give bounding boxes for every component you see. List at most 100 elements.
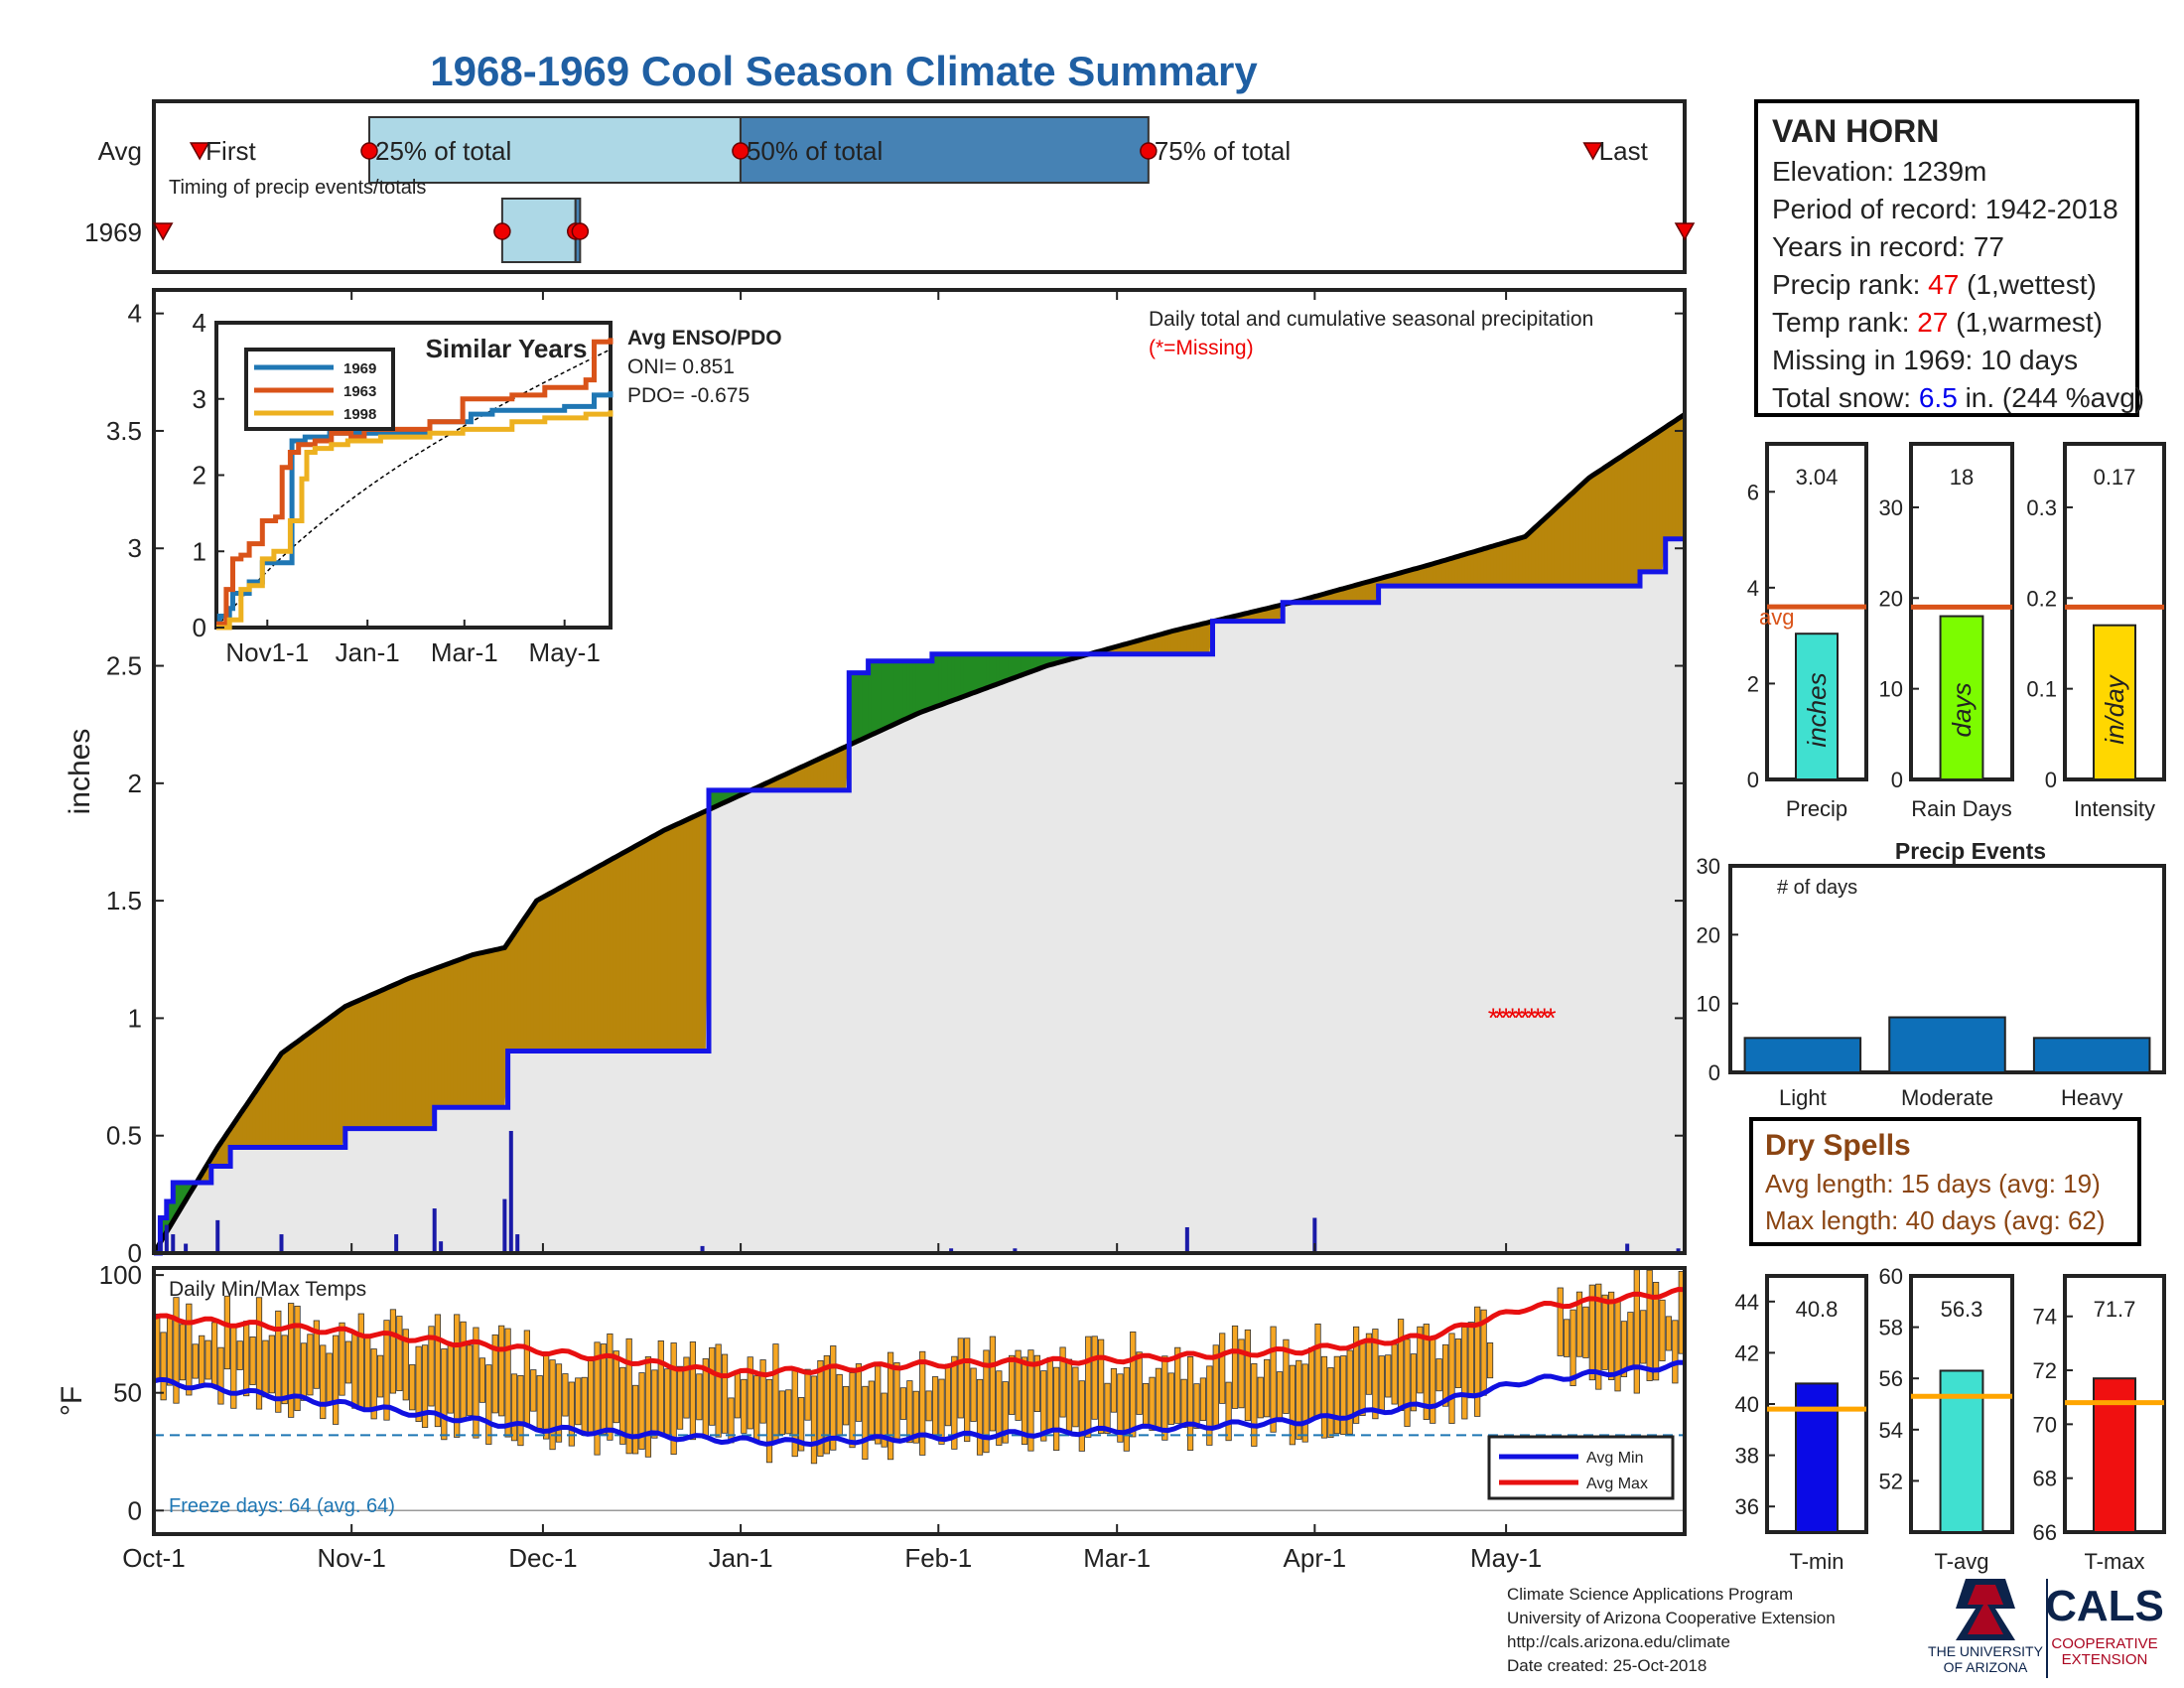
wet-strip (881, 660, 886, 731)
dry-strip (1394, 574, 1399, 587)
temp-plot-frame (152, 1266, 1687, 1536)
intensity-label: Intensity (2074, 796, 2155, 821)
dry-strip (1343, 588, 1348, 603)
temperature-chart: 0 50 100 Oct-1 Nov-1 Dec-1 Jan-1 Feb-1 Mar-1 Apr-… (56, 1260, 1687, 1573)
daily-temp-bar (944, 1363, 952, 1427)
wet-strip (1056, 653, 1060, 663)
dry-strip (1433, 563, 1437, 587)
dry-strip (1499, 543, 1504, 587)
daily-temp-bar (562, 1373, 569, 1417)
wet-strip (938, 653, 943, 706)
dry-strip (1323, 594, 1328, 603)
dry-strip (255, 1090, 260, 1148)
dry-strip (1317, 595, 1322, 603)
dry-spells-title: Dry Spells (1765, 1129, 1911, 1162)
dry-strip (762, 784, 767, 790)
dry-strip (600, 865, 605, 1052)
1969-q75-marker (571, 222, 590, 240)
daily-temp-bar (588, 1360, 595, 1433)
dry-strip (291, 1046, 295, 1148)
daily-temp-bar (670, 1342, 677, 1455)
missing-text: Missing in 1969: 10 days (1772, 345, 2079, 375)
daily-temp-bar (823, 1354, 830, 1455)
dry-strip (230, 1128, 234, 1148)
daily-temp-bar (1098, 1338, 1105, 1434)
dry-strip (316, 1027, 321, 1148)
dry-strip (1407, 571, 1412, 587)
daily-temp-bar (1372, 1329, 1379, 1420)
dry-strip (376, 992, 381, 1129)
daily-temp-bar (862, 1385, 869, 1460)
daily-temp-bar (970, 1367, 977, 1422)
daily-temp-bar (1620, 1321, 1628, 1377)
intensity-bar (2093, 624, 2136, 780)
dry-strip (1623, 454, 1628, 587)
dry-strip (1525, 536, 1530, 587)
dry-strip (1656, 433, 1660, 572)
wet-strip (1005, 653, 1010, 681)
cals-logo-text: CALS (2045, 1582, 2164, 1630)
daily-temp-bar (1130, 1331, 1137, 1438)
daily-temp-bar (504, 1328, 511, 1438)
dry-strip (1311, 597, 1315, 603)
inset-legend-label: 1969 (343, 360, 376, 377)
dry-strip (584, 874, 589, 1052)
daily-temp-bar (1423, 1324, 1430, 1420)
dry-strip (1502, 543, 1507, 587)
dry-strip (444, 965, 449, 1108)
wet-strip (718, 789, 723, 806)
daily-temp-bar (255, 1297, 263, 1410)
wet-strip (957, 653, 962, 699)
daily-temp-bar (651, 1369, 658, 1439)
wet-strip (865, 672, 870, 738)
avg-last-marker (1582, 142, 1603, 161)
tavg-tick-label: 52 (1879, 1469, 1903, 1493)
enso-title: Avg ENSO/PDO (627, 327, 782, 350)
dry-strip (1554, 509, 1559, 587)
dry-strip (268, 1071, 273, 1148)
dry-strip (1441, 561, 1446, 587)
dry-strip (689, 818, 694, 1052)
daily-temp-bar (1608, 1291, 1615, 1380)
daily-total-bar (164, 1224, 169, 1253)
dry-strip (610, 860, 614, 1052)
freeze-days-text: Freeze days: 64 (avg. 64) (169, 1495, 395, 1517)
tmin-tick-label: 36 (1735, 1494, 1759, 1519)
precip-tick-label: 4 (1747, 576, 1759, 601)
daily-temp-bar (332, 1335, 340, 1425)
dry-strip (1617, 459, 1622, 587)
dry-strip (351, 1003, 355, 1129)
wet-strip (983, 653, 988, 690)
daily-temp-bar (473, 1327, 479, 1439)
wet-strip (1043, 653, 1048, 667)
events-tick-label: 10 (1697, 992, 1720, 1017)
daily-temp-bar (1659, 1299, 1666, 1361)
tavg-label: T-avg (1934, 1549, 1988, 1574)
dry-strip (341, 1008, 346, 1148)
avg-min-line (153, 1359, 1686, 1448)
y-axis-label: inches (64, 729, 96, 815)
temperature-bar-charts: 36 38 40 42 44 40.8 T-min 52 54 56 58 60 56.3 T-avg 66… (1735, 1264, 2166, 1574)
daily-temp-bar (1180, 1378, 1187, 1428)
wet-strip (890, 660, 894, 727)
inset-x-tick-label: May-1 (529, 637, 601, 667)
dry-strip (202, 1174, 205, 1184)
daily-temp-bar (1627, 1312, 1634, 1370)
daily-temp-bar (1474, 1306, 1481, 1417)
daily-temp-bar (530, 1369, 537, 1412)
wet-strip (960, 653, 965, 698)
tmin-tick-label: 44 (1735, 1290, 1759, 1315)
dry-strip (217, 1147, 222, 1167)
1969-q25-q50-box (500, 198, 577, 263)
dry-strip (357, 1000, 362, 1129)
dry-strip (339, 1011, 343, 1148)
dry-strip (1585, 481, 1590, 587)
daily-temp-bar (498, 1325, 505, 1417)
daily-temp-bar (1441, 1343, 1449, 1407)
wet-strip (871, 660, 876, 736)
temp-y-tick-label: 0 (128, 1495, 142, 1525)
daily-temp-bar (817, 1359, 824, 1457)
dry-strip (1535, 527, 1539, 587)
dry-strip (220, 1142, 225, 1167)
dry-strip (1493, 545, 1498, 587)
